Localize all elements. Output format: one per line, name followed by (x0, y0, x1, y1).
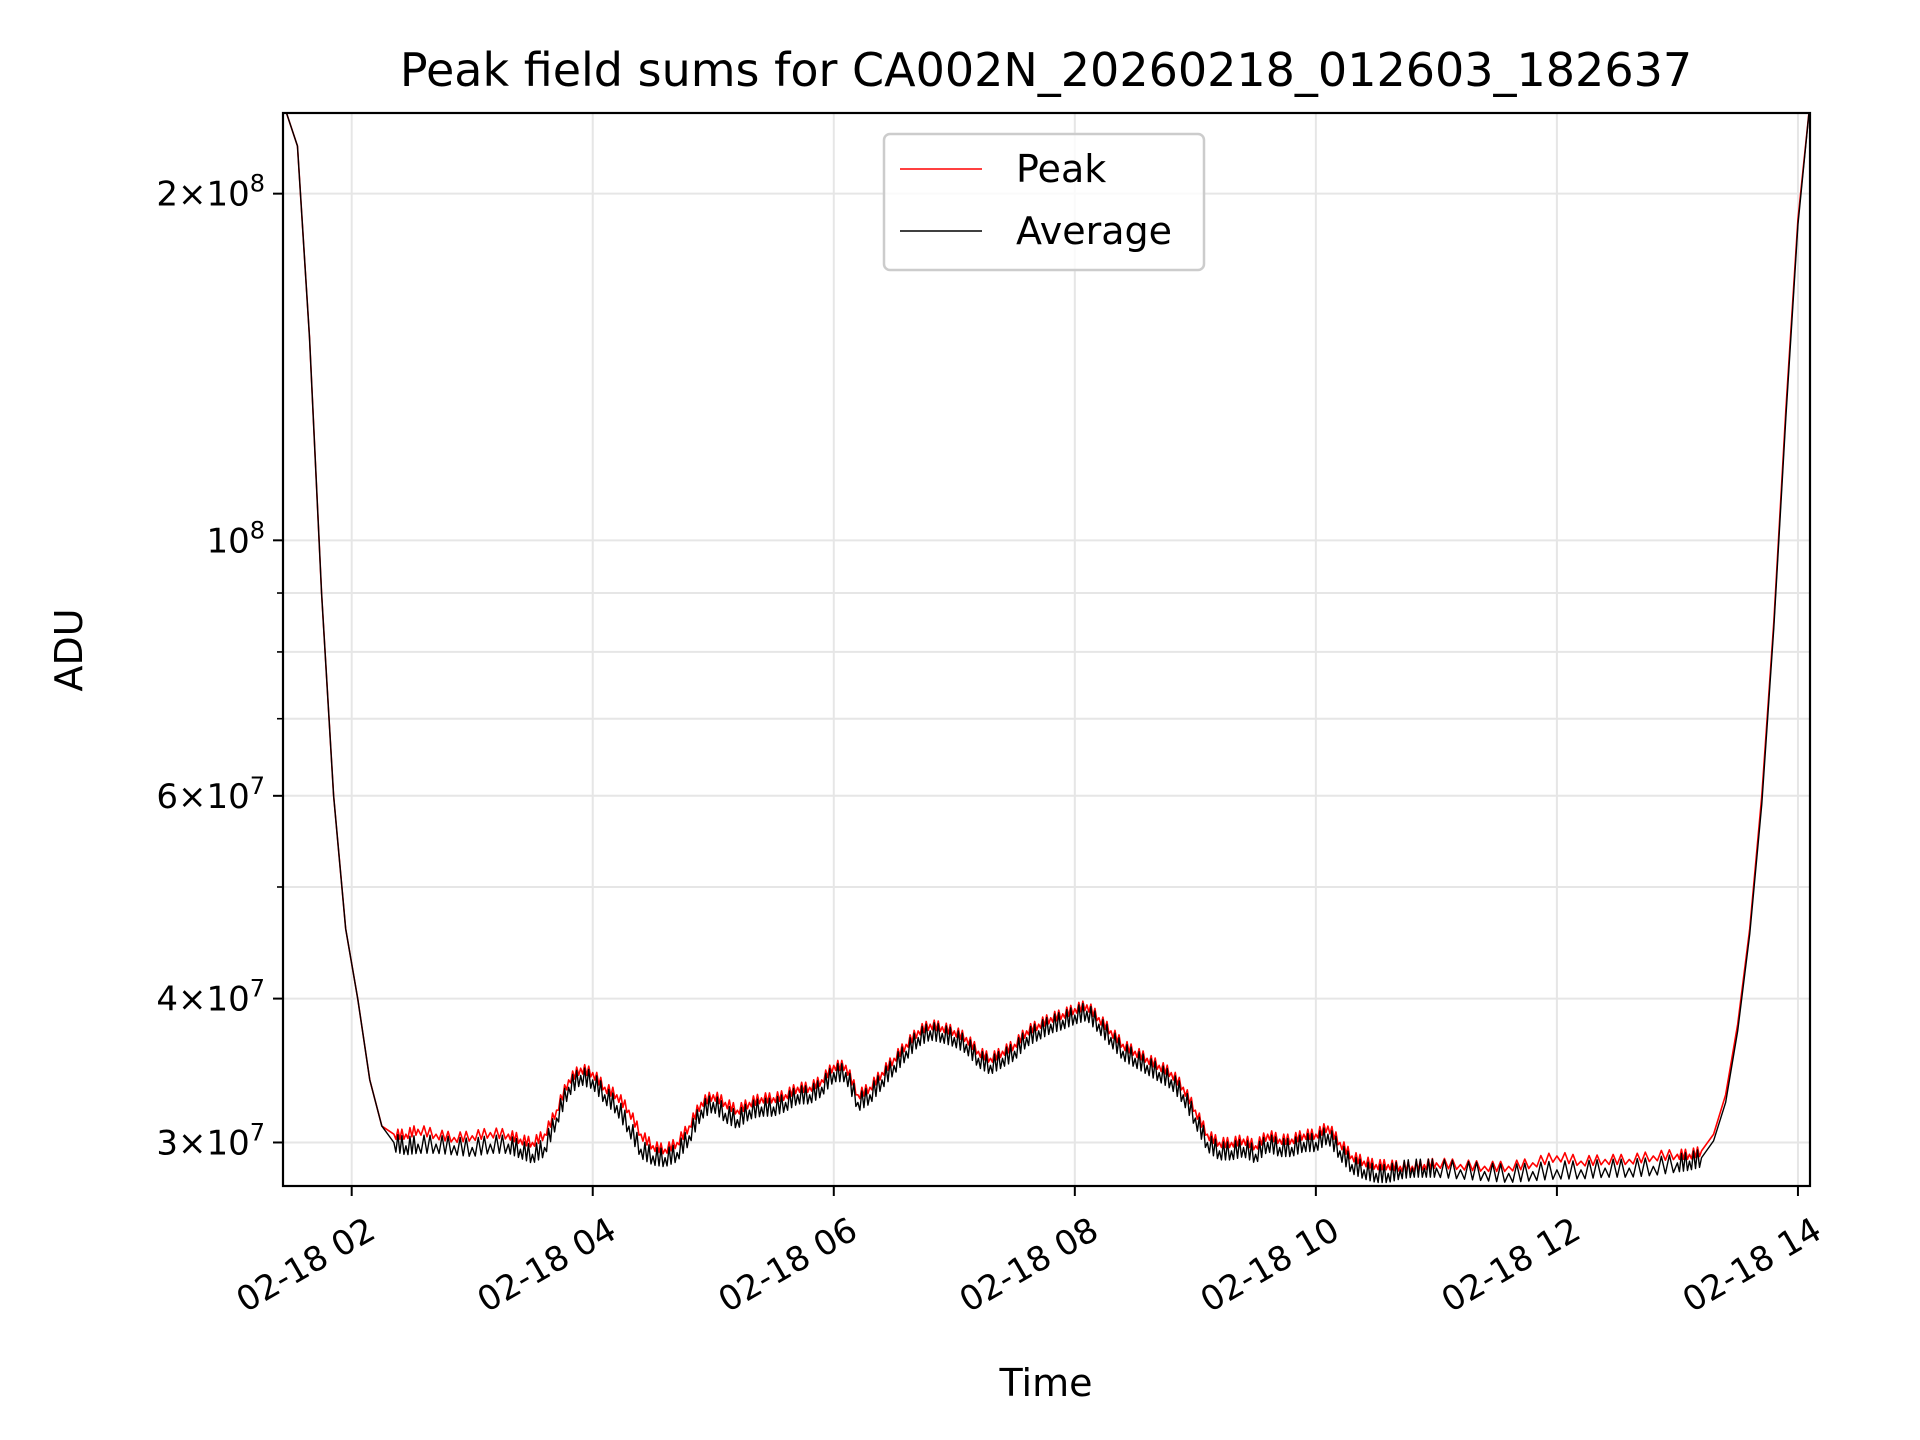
average-series-line (285, 113, 1810, 1184)
x-axis-title: Time (999, 1361, 1093, 1405)
legend-peak-label: Peak (1016, 147, 1106, 191)
y-tick-label: 108 (206, 516, 265, 561)
y-tick-label: 2×108 (156, 170, 265, 215)
grid-lines (283, 113, 1810, 1186)
y-tick-label: 3×107 (156, 1118, 265, 1163)
legend-average-label: Average (1016, 209, 1172, 253)
plot-frame (281, 111, 1812, 1188)
y-axis: 2×108 108 6×107 4×107 3×107 (156, 170, 283, 1163)
y-tick-label: 6×107 (156, 772, 265, 817)
y-tick-label: 4×107 (156, 975, 265, 1020)
series-group (285, 113, 1810, 1184)
legend-box (882, 132, 1206, 272)
y-axis-title: ADU (47, 608, 91, 691)
legend: Peak Average (882, 132, 1206, 272)
peak-series-line (285, 113, 1810, 1173)
chart-title: Peak field sums for CA002N_20260218_0126… (400, 43, 1692, 97)
